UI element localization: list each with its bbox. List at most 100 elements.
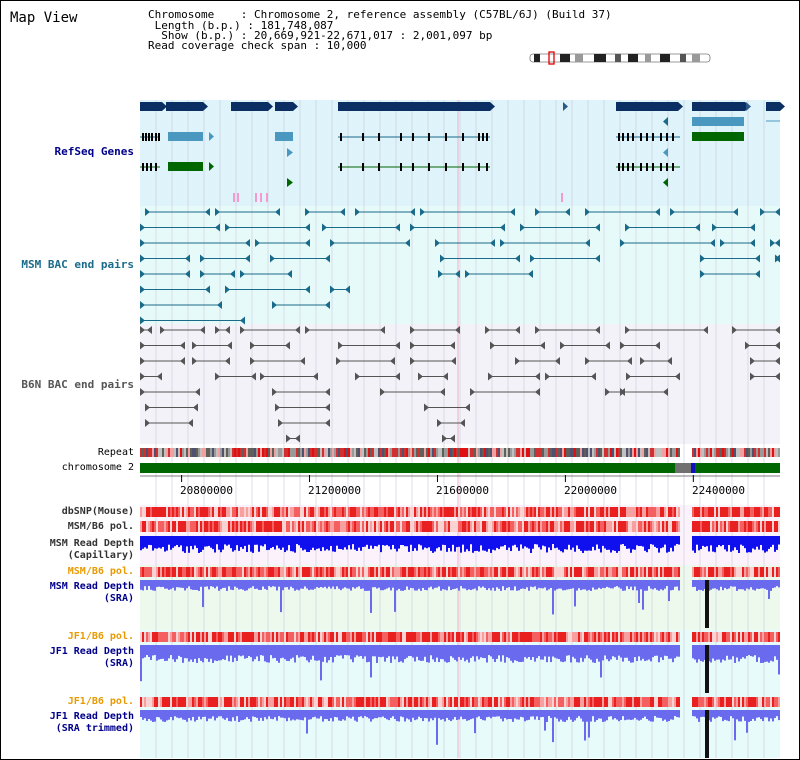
msm-depth-sra-bar: [550, 580, 552, 588]
track-label-msm-depth-sra[interactable]: MSM Read Depth (SRA): [49, 581, 134, 604]
track-label-msm-b6-pol[interactable]: MSM/B6 pol.: [67, 521, 134, 532]
msm-b6-pol2-heat: [290, 567, 292, 577]
msm-bac-pair-end: [435, 239, 440, 247]
msm-depth-sra-bar: [756, 580, 758, 589]
jf1-depth-trimmed-bar: [734, 710, 736, 741]
msm-b6-pol-heat: [142, 521, 144, 532]
jf1-b6-pol2-heat: [490, 697, 492, 707]
jf1-depth-sra-bar: [300, 645, 302, 657]
msm-depth-sra-bar: [226, 580, 228, 591]
msm-depth-capillary-bar: [656, 536, 658, 549]
dbsnp-heat: [714, 507, 716, 517]
jf1-depth-sra-bar: [420, 645, 422, 661]
jf1-depth-sra-bar: [218, 645, 220, 661]
b6n-bac-pair-end: [640, 357, 645, 365]
msm-depth-sra-bar: [384, 580, 386, 590]
jf1-b6-pol-heat: [254, 632, 256, 642]
track-label-refseq[interactable]: RefSeq Genes: [54, 145, 134, 158]
track-label-jf1-b6-pol[interactable]: JF1/B6 pol.: [67, 631, 134, 642]
b6n-bac-pair-end: [535, 372, 540, 381]
repeat-segment: [766, 448, 768, 457]
dbsnp-heat: [546, 507, 548, 517]
msm-depth-capillary-bar: [740, 536, 742, 545]
msm-b6-pol-heat: [628, 521, 630, 532]
jf1-depth-trimmed-bar: [442, 710, 444, 720]
jf1-b6-pol-heat: [448, 632, 450, 642]
b6n-bac-pair-end: [395, 341, 400, 350]
jf1-b6-pol-heat: [240, 632, 242, 642]
track-label-msm-depth-capillary[interactable]: MSM Read Depth (Capillary): [49, 538, 134, 561]
repeat-segment: [376, 448, 378, 457]
jf1-b6-pol-heat: [524, 632, 526, 642]
msm-b6-pol2-heat: [266, 567, 268, 577]
msm-b6-pol-heat: [318, 521, 320, 532]
dbsnp-heat: [522, 507, 524, 517]
msm-b6-pol2-heat: [760, 567, 762, 577]
msm-depth-sra-bar: [490, 580, 492, 591]
repeat-segment: [186, 448, 188, 457]
msm-depth-capillary-bar: [444, 536, 446, 546]
jf1-b6-pol-heat: [142, 632, 144, 642]
track-label-b6n-bac[interactable]: B6N BAC end pairs: [21, 378, 134, 391]
jf1-depth-trimmed-bar: [260, 710, 262, 718]
repeat-segment: [642, 448, 644, 457]
repeat-segment: [444, 448, 446, 457]
track-label-msm-bac[interactable]: MSM BAC end pairs: [21, 258, 134, 271]
b6n-bac-pair-end: [380, 326, 385, 334]
msm-b6-pol-heat: [146, 521, 148, 532]
track-label-jf1-b6-pol-2[interactable]: JF1/B6 pol.: [67, 696, 134, 707]
msm-b6-pol-heat: [366, 521, 368, 532]
msm-b6-pol-heat: [496, 521, 498, 532]
msm-b6-pol-heat: [452, 521, 454, 532]
msm-b6-pol2-heat: [582, 567, 584, 577]
jf1-b6-pol-heat: [758, 632, 760, 642]
track-label-msm-b6-pol-2[interactable]: MSM/B6 pol.: [67, 566, 134, 577]
jf1-b6-pol-heat: [232, 632, 234, 642]
jf1-depth-sra-bar: [230, 645, 232, 656]
dbsnp-heat: [550, 507, 552, 517]
msm-depth-sra-bar: [480, 580, 482, 588]
dbsnp-heat: [572, 507, 574, 517]
msm-depth-sra-bar: [652, 580, 654, 590]
repeat-segment: [470, 448, 472, 457]
msm-depth-capillary-bar: [152, 536, 154, 551]
msm-depth-sra-bar: [398, 580, 400, 589]
repeat-segment: [694, 448, 696, 457]
msm-b6-pol2-heat: [468, 567, 470, 577]
repeat-segment: [170, 448, 172, 457]
msm-depth-sra-bar: [514, 580, 516, 587]
msm-depth-capillary-bar: [508, 536, 510, 548]
repeat-segment: [268, 448, 270, 457]
msm-depth-sra-bar: [214, 580, 216, 589]
jf1-b6-pol2-heat: [170, 697, 172, 707]
jf1-b6-pol-heat: [456, 632, 458, 642]
track-label-jf1-depth-sra[interactable]: JF1 Read Depth (SRA): [49, 646, 134, 669]
jf1-depth-trimmed-bar: [152, 710, 154, 722]
repeat-segment: [452, 448, 454, 457]
msm-b6-pol-heat: [572, 521, 574, 532]
jf1-depth-sra-bar: [752, 645, 754, 657]
exon-mark: [362, 163, 364, 171]
msm-depth-capillary-bar: [724, 536, 726, 550]
repeat-segment: [154, 448, 156, 457]
jf1-depth-trimmed-bar: [710, 710, 712, 722]
msm-b6-pol-heat: [698, 521, 700, 532]
jf1-b6-pol2-heat: [704, 697, 706, 707]
jf1-b6-pol2-heat: [418, 697, 420, 707]
jf1-depth-trimmed-bar: [468, 710, 470, 721]
msm-b6-pol-heat: [420, 521, 422, 532]
track-label-dbsnp[interactable]: dbSNP(Mouse): [61, 506, 134, 517]
msm-b6-pol2-heat: [676, 567, 678, 577]
jf1-depth-trimmed-bar: [600, 710, 602, 719]
msm-b6-pol-heat: [264, 521, 266, 532]
jf1-b6-pol2-heat: [672, 697, 674, 707]
msm-b6-pol-heat: [556, 521, 558, 532]
jf1-b6-pol2-heat: [622, 697, 624, 707]
msm-b6-pol2-heat: [724, 567, 726, 577]
msm-depth-capillary-bar: [364, 536, 366, 547]
track-label-jf1-depth-trimmed[interactable]: JF1 Read Depth (SRA trimmed): [49, 711, 134, 734]
msm-depth-capillary-bar: [296, 536, 298, 545]
msm-b6-pol2-heat: [172, 567, 174, 577]
dbsnp-heat: [288, 507, 290, 517]
